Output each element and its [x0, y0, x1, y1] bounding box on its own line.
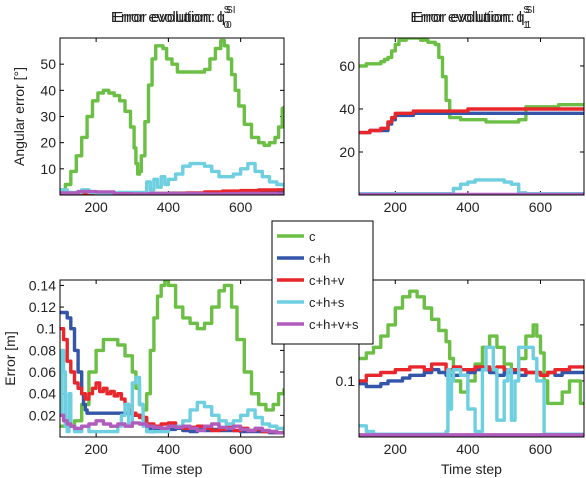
- y-tick-label: 0.1: [336, 373, 356, 389]
- chart-title-subscript: 1: [526, 20, 532, 31]
- chart-title-superscript: SI: [226, 5, 235, 16]
- y-tick-label: 0.06: [29, 364, 56, 380]
- legend-label: c+h+v+s: [309, 317, 359, 332]
- series-line-c-h-v-s: [60, 189, 284, 195]
- x-tick-label: 600: [529, 441, 553, 457]
- chart-panel-1: Error evolution: q 0 SI 200 400 600 10 20 30 40 50…: [11, 5, 285, 215]
- x-tick-label: 400: [157, 441, 181, 457]
- chart-title-subscript: 0: [226, 20, 232, 31]
- y-tick-label: 0.1: [37, 321, 57, 337]
- y-tick-label: 20: [40, 135, 56, 151]
- legend: c c+h c+h+v c+h+s c+h+v+s: [271, 220, 374, 345]
- chart-title-superscript: SI: [526, 5, 535, 16]
- x-axis-label: Time step: [441, 461, 502, 477]
- chart-title: Error evolution: q: [410, 9, 524, 26]
- chart-panel-3: Error evolution: l 0 S 200 400 600 0.02 0.04 0.0…: [2, 5, 285, 477]
- series-line-c: [60, 38, 284, 192]
- x-tick-label: 200: [384, 199, 408, 215]
- x-tick-label: 200: [84, 199, 108, 215]
- y-tick-label: 0.12: [29, 299, 56, 315]
- y-tick-label: 10: [40, 161, 56, 177]
- y-tick-label: 0.14: [29, 277, 56, 293]
- y-tick-label: 0.08: [29, 342, 56, 358]
- x-tick-label: 600: [229, 441, 253, 457]
- chart-title: Error evolution: l: [113, 9, 222, 26]
- x-tick-label: 400: [456, 199, 480, 215]
- legend-label: c: [309, 229, 316, 244]
- y-tick-label: 0.04: [29, 386, 56, 402]
- series-line-c-h-s: [60, 161, 284, 195]
- plot-frame: [358, 279, 585, 438]
- x-axis-label: Time step: [142, 461, 203, 477]
- plot-frame: [59, 279, 285, 438]
- chart-title-superscript: S: [224, 5, 231, 16]
- plot-area: [358, 279, 585, 438]
- chart-title: Error evolution: q: [111, 9, 225, 26]
- series-line-c-h-v: [359, 362, 584, 383]
- chart-title-superscript: S: [523, 5, 530, 16]
- legend-label: c+h+v: [309, 273, 345, 288]
- x-tick-label: 400: [456, 441, 480, 457]
- y-axis-label: Angular error [°]: [11, 67, 27, 166]
- chart-panel-4: Error evolution: l1S2004006000.10.2Time …: [336, 5, 585, 477]
- plot-frame: [358, 37, 585, 196]
- y-tick-label: 40: [40, 82, 56, 98]
- chart-title: Error evolution: l: [413, 9, 522, 26]
- y-tick-label: 40: [339, 101, 355, 117]
- x-tick-label: 200: [84, 441, 108, 457]
- y-axis-label: Error [m]: [2, 331, 18, 385]
- series-line-c-h-v: [359, 107, 584, 135]
- legend-label: c+h+s: [309, 295, 345, 310]
- y-tick-label: 30: [40, 109, 56, 125]
- plot-frame: [59, 37, 285, 196]
- chart-panel-2: Error evolution: q 1 SI 200 400 600 20 40 60: [339, 5, 585, 215]
- legend-label: c+h: [309, 251, 330, 266]
- y-tick-label: 60: [339, 58, 355, 74]
- series-line-c: [60, 280, 284, 428]
- x-tick-label: 400: [157, 199, 181, 215]
- chart-title-subscript: 0: [224, 20, 230, 31]
- series-line-c-h-v-s: [60, 413, 284, 435]
- y-tick-label: 0.02: [29, 407, 56, 423]
- series-line-c-h-s: [359, 178, 584, 195]
- x-tick-label: 200: [384, 441, 408, 457]
- chart-title-subscript: 1: [523, 20, 529, 31]
- y-tick-label: 20: [339, 144, 355, 160]
- series-line-c: [359, 38, 584, 124]
- x-tick-label: 600: [529, 199, 553, 215]
- x-tick-label: 600: [229, 199, 253, 215]
- y-tick-label: 50: [40, 56, 56, 72]
